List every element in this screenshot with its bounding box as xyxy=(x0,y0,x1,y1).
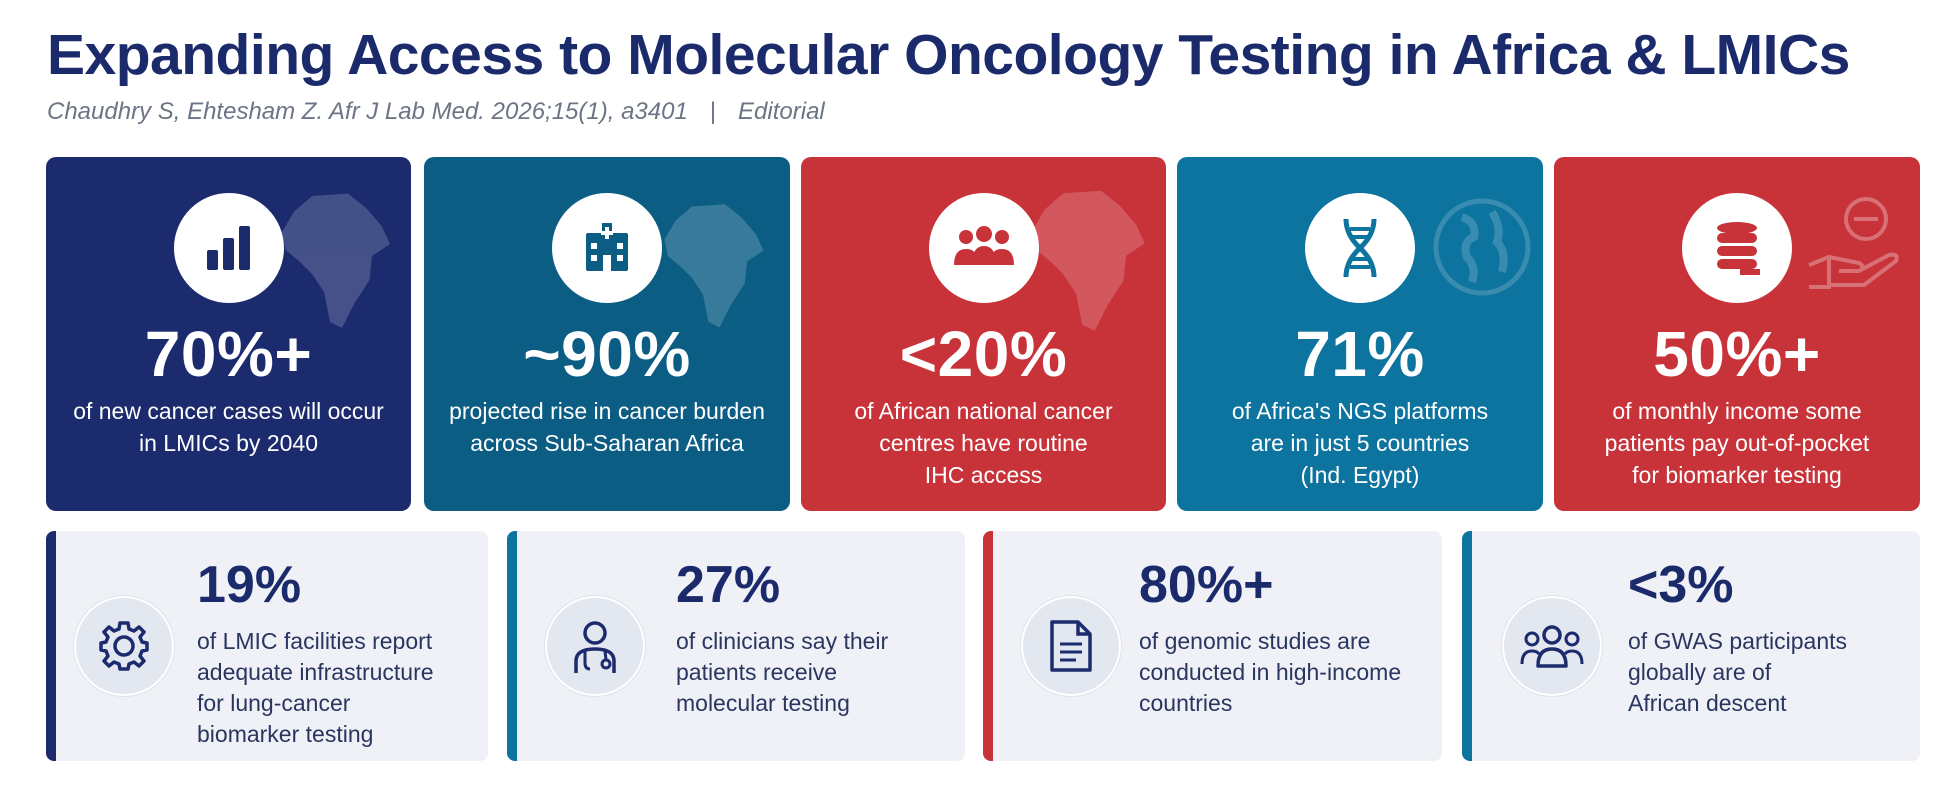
people-icon xyxy=(1520,625,1584,668)
africa-map-icon xyxy=(1032,190,1145,331)
fact-card: 19% of LMIC facilities report adequate in… xyxy=(46,531,488,761)
fact-description: of clinicians say their patients receive m… xyxy=(676,628,889,716)
stat-card: <20% of African national cancer centres h… xyxy=(801,157,1166,511)
stat-icon-circle xyxy=(1682,193,1792,303)
accent-bar xyxy=(46,531,56,761)
globe-icon xyxy=(1433,198,1531,296)
fact-card: 80%+ of genomic studies are conducted in … xyxy=(983,531,1442,761)
fact-value: 27% xyxy=(676,556,781,614)
stat-value: <20% xyxy=(899,318,1068,390)
gear-icon xyxy=(99,621,149,671)
stat-value: ~90% xyxy=(523,318,691,390)
fact-card: 27% of clinicians say their patients rece… xyxy=(507,531,965,761)
fact-icon-circle xyxy=(1021,596,1121,696)
people-group-icon xyxy=(953,226,1014,265)
stat-card: 50%+ of monthly income some patients pay … xyxy=(1554,157,1920,511)
fact-description: of LMIC facilities report adequate infras… xyxy=(197,628,434,747)
stat-icon-circle xyxy=(552,193,662,303)
fact-cards-row: 19% of LMIC facilities report adequate in… xyxy=(46,531,1920,761)
coins-icon xyxy=(1717,222,1760,275)
fact-icon-circle xyxy=(74,596,174,696)
stat-icon-circle xyxy=(1305,193,1415,303)
document-icon xyxy=(1050,620,1092,672)
clinician-icon xyxy=(574,621,616,673)
page-title: Expanding Access to Molecular Oncology T… xyxy=(47,23,1850,87)
citation-text: Chaudhry S, Ehtesham Z. Afr J Lab Med. 2… xyxy=(47,98,688,125)
fact-icon-circle xyxy=(545,596,645,696)
stat-description: projected rise in cancer burden across Su… xyxy=(449,398,765,456)
stat-cards-row: 70%+ of new cancer cases will occur in LM… xyxy=(46,157,1920,511)
stat-description: of new cancer cases will occur in LMICs b… xyxy=(73,398,384,456)
accent-bar xyxy=(507,531,517,761)
hospital-icon xyxy=(586,223,628,271)
stat-value: 71% xyxy=(1295,318,1425,390)
africa-map-icon xyxy=(664,204,764,328)
stat-card: 70%+ of new cancer cases will occur in LM… xyxy=(46,157,411,511)
stat-card: ~90% projected rise in cancer burden acro… xyxy=(424,157,790,511)
fact-description: of GWAS participants globally are of Afric… xyxy=(1628,628,1848,716)
stat-icon-circle xyxy=(173,193,284,303)
hand-coin-icon xyxy=(1808,197,1899,289)
stat-description: of monthly income some patients pay out-o… xyxy=(1604,398,1870,488)
bar-chart-icon xyxy=(206,226,250,270)
stat-icon-circle xyxy=(928,193,1039,303)
stat-card: 71% of Africa's NGS platforms are in just… xyxy=(1177,157,1543,511)
separator: | xyxy=(709,98,717,125)
fact-value: 19% xyxy=(197,556,302,614)
fact-icon-circle xyxy=(1502,596,1602,696)
article-type: Editorial xyxy=(738,98,825,125)
dna-icon xyxy=(1343,218,1377,278)
fact-description: of genomic studies are conducted in high-… xyxy=(1139,628,1402,716)
fact-value: 80%+ xyxy=(1139,556,1274,614)
fact-card: <3% of GWAS participants globally are of A… xyxy=(1462,531,1920,761)
accent-bar xyxy=(1462,531,1472,761)
citation-line: Chaudhry S, Ehtesham Z. Afr J Lab Med. 2… xyxy=(47,98,825,126)
fact-value: <3% xyxy=(1628,556,1734,614)
stat-value: 50%+ xyxy=(1653,318,1821,390)
africa-map-icon xyxy=(282,193,390,328)
stat-description: of Africa's NGS platforms are in just 5 c… xyxy=(1231,398,1489,488)
accent-bar xyxy=(983,531,993,761)
stat-description: of African national cancer centres have r… xyxy=(854,398,1113,488)
stat-value: 70%+ xyxy=(144,318,313,390)
